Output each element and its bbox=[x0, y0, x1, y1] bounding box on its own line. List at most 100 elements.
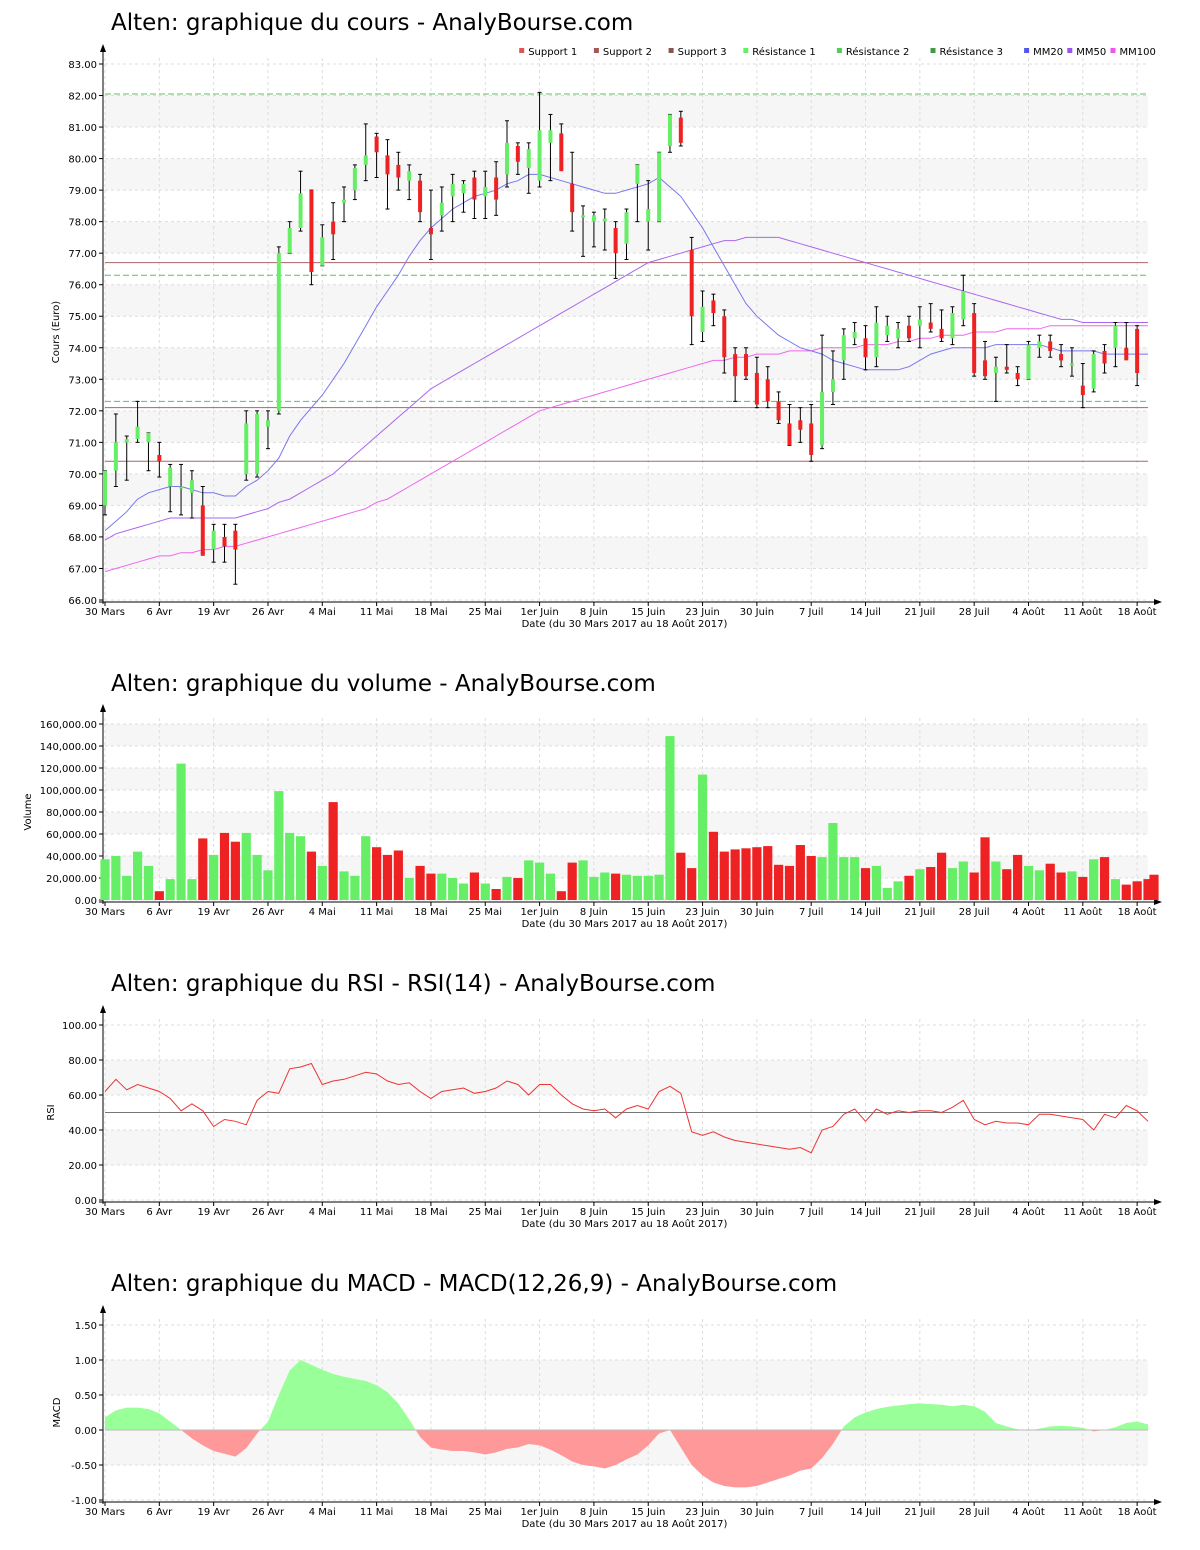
x-tick-label: 30 Mars bbox=[85, 907, 125, 918]
x-tick-label: 15 Juin bbox=[631, 907, 665, 918]
candle bbox=[103, 470, 107, 516]
candle-body bbox=[700, 306, 705, 332]
volume-bar bbox=[187, 879, 197, 900]
candle-body bbox=[244, 423, 249, 474]
candle-body bbox=[602, 218, 607, 222]
x-tick-label: 11 Mai bbox=[360, 1207, 393, 1218]
grid-band bbox=[105, 1060, 1148, 1095]
volume-bar bbox=[1121, 884, 1131, 900]
candle-body bbox=[950, 313, 955, 339]
x-axis-label: Date (du 30 Mars 2017 au 18 Août 2017) bbox=[522, 1518, 728, 1530]
volume-bar bbox=[828, 823, 838, 900]
x-axis-arrow bbox=[1154, 1199, 1162, 1205]
x-tick-label: 25 Mai bbox=[469, 1507, 502, 1518]
macd-positive-area bbox=[105, 1407, 182, 1430]
volume-bar bbox=[654, 874, 664, 900]
grid-band bbox=[105, 410, 1148, 443]
candle bbox=[961, 274, 966, 327]
candle bbox=[624, 208, 629, 260]
volume-bar bbox=[871, 865, 881, 900]
candle bbox=[135, 400, 140, 443]
y-tick-label: 100,000.00 bbox=[40, 786, 97, 797]
candle bbox=[906, 315, 911, 342]
candle bbox=[1124, 322, 1129, 361]
candle-body bbox=[418, 180, 423, 213]
volume-bar bbox=[621, 874, 632, 900]
volume-bar bbox=[697, 774, 708, 900]
legend-swatch bbox=[1110, 48, 1116, 53]
candle bbox=[428, 189, 433, 260]
candle bbox=[494, 161, 499, 216]
candle-body bbox=[276, 253, 281, 411]
x-tick-label: 8 Juin bbox=[580, 607, 608, 618]
candle-body bbox=[776, 401, 781, 421]
volume-bar bbox=[415, 865, 425, 900]
candle-body bbox=[298, 193, 303, 228]
candle-body bbox=[689, 250, 694, 317]
grid-band bbox=[105, 812, 1148, 834]
candle bbox=[852, 322, 857, 346]
volume-bar bbox=[741, 848, 751, 900]
candle-body bbox=[570, 183, 575, 213]
candle-body bbox=[830, 379, 835, 392]
x-tick-label: 1er Juin bbox=[520, 1207, 558, 1218]
x-tick-label: 11 Mai bbox=[360, 907, 393, 918]
y-axis-arrow bbox=[100, 704, 106, 712]
volume-bar bbox=[154, 891, 164, 900]
candle-body bbox=[722, 316, 727, 358]
volume-bar bbox=[936, 852, 947, 900]
candle bbox=[374, 132, 379, 179]
y-tick-label: 160,000.00 bbox=[40, 720, 97, 731]
candle-body bbox=[537, 130, 542, 181]
candle-body bbox=[146, 432, 151, 443]
legend-label: Support 2 bbox=[603, 47, 652, 58]
candle-body bbox=[504, 142, 509, 175]
y-tick-label: 120,000.00 bbox=[40, 764, 97, 775]
legend-label: Support 1 bbox=[528, 47, 577, 58]
legend-item: Support 2 bbox=[593, 47, 652, 58]
candle-body bbox=[1059, 354, 1064, 361]
rsi-panel: Alten: graphique du RSI - RSI(14) - Anal… bbox=[0, 960, 1200, 1240]
candle-body bbox=[1037, 341, 1042, 348]
candle bbox=[320, 224, 325, 267]
x-tick-label: 6 Avr bbox=[146, 607, 173, 618]
x-tick-label: 4 Mai bbox=[309, 907, 336, 918]
candle-body bbox=[222, 536, 227, 547]
x-tick-label: 1er Juin bbox=[520, 607, 558, 618]
x-tick-label: 7 Juil bbox=[799, 1207, 823, 1218]
legend-label: Résistance 3 bbox=[940, 46, 1003, 58]
candle-body bbox=[1113, 325, 1118, 348]
candle bbox=[602, 208, 607, 251]
volume-bar bbox=[143, 865, 154, 900]
y-tick-label: -0.50 bbox=[71, 1461, 97, 1472]
volume-bar bbox=[1110, 879, 1121, 900]
grid-band bbox=[105, 768, 1148, 790]
x-tick-label: 30 Juin bbox=[740, 607, 774, 618]
candle bbox=[591, 211, 596, 248]
x-tick-label: 28 Juil bbox=[959, 1507, 990, 1518]
x-axis-arrow bbox=[1154, 899, 1162, 905]
candle-body bbox=[472, 177, 477, 200]
grid-band bbox=[105, 1360, 1148, 1395]
legend-swatch bbox=[930, 48, 936, 53]
volume-bar bbox=[850, 857, 860, 900]
candle-body bbox=[352, 168, 357, 191]
candle bbox=[917, 306, 922, 349]
y-axis-label: RSI bbox=[46, 1104, 57, 1120]
volume-bar bbox=[719, 851, 729, 900]
x-tick-label: 15 Juin bbox=[631, 607, 665, 618]
legend-label: Support 3 bbox=[678, 47, 727, 58]
legend-item: MM100 bbox=[1110, 47, 1156, 58]
candle-body bbox=[993, 366, 998, 373]
candle-body bbox=[515, 145, 520, 162]
y-tick-label: 69.00 bbox=[68, 501, 97, 512]
candle-body bbox=[809, 423, 814, 455]
candle-body bbox=[320, 237, 325, 266]
x-tick-label: 18 Août bbox=[1118, 606, 1157, 618]
candle bbox=[450, 173, 455, 223]
candle bbox=[983, 340, 988, 380]
volume-bar bbox=[306, 851, 317, 900]
candle bbox=[678, 110, 683, 147]
x-tick-label: 4 Août bbox=[1012, 906, 1045, 918]
macd-positive-area bbox=[260, 1360, 416, 1430]
